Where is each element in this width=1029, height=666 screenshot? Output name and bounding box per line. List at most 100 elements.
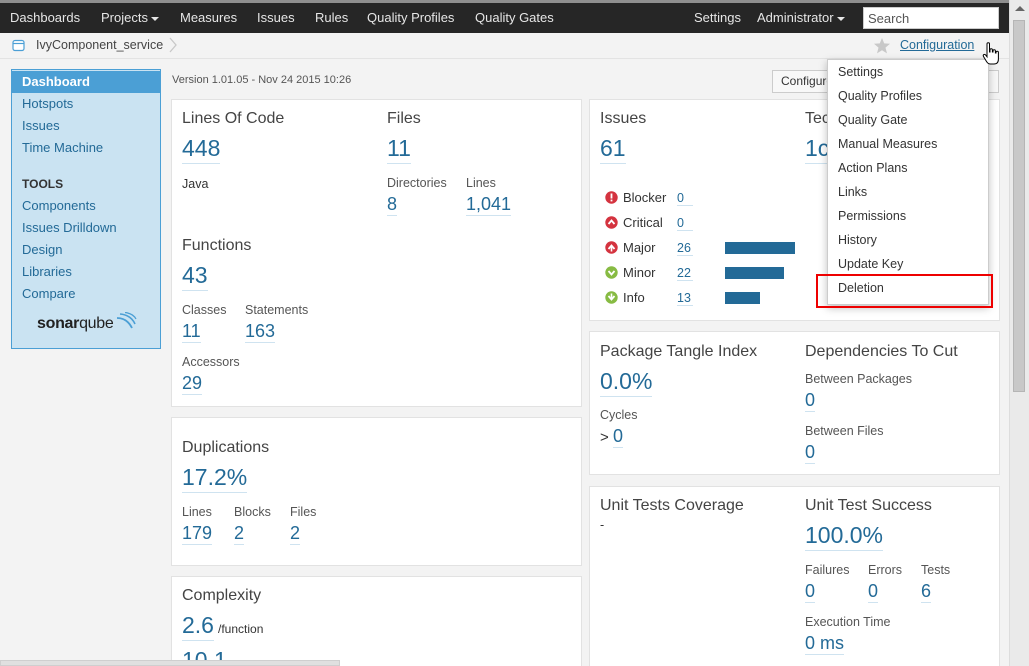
- star-icon[interactable]: [873, 37, 891, 55]
- menu-item-history[interactable]: History: [838, 233, 877, 247]
- sidebar-item-libraries[interactable]: Libraries: [22, 264, 72, 279]
- files-value[interactable]: 11: [387, 135, 411, 164]
- duplications-value[interactable]: 17.2%: [182, 464, 248, 493]
- coverage-value: -: [600, 518, 605, 532]
- menu-item-deletion[interactable]: Deletion: [838, 281, 884, 295]
- lines-label: Lines: [466, 176, 496, 190]
- cycles-prefix: >: [600, 429, 609, 446]
- issues-value[interactable]: 61: [600, 135, 626, 164]
- failures-value[interactable]: 0: [805, 581, 816, 603]
- logo-text-bold: sonar: [37, 315, 80, 332]
- test-success-value[interactable]: 100.0%: [805, 522, 884, 551]
- critical-icon: [605, 216, 618, 229]
- sidebar-item-design[interactable]: Design: [22, 242, 63, 257]
- between-packages-value[interactable]: 0: [805, 390, 816, 412]
- between-packages-label: Between Packages: [805, 372, 913, 386]
- sidebar-item-issues[interactable]: Issues: [22, 118, 60, 133]
- menu-item-permissions[interactable]: Permissions: [838, 209, 907, 223]
- exec-time-value[interactable]: 0 ms: [805, 633, 845, 655]
- nav-user-label: Administrator: [757, 10, 834, 25]
- menu-item-settings[interactable]: Settings: [838, 65, 884, 79]
- nav-dashboards[interactable]: Dashboards: [10, 10, 81, 25]
- between-files-value[interactable]: 0: [805, 442, 816, 464]
- nav-settings[interactable]: Settings: [694, 10, 741, 25]
- dup-blocks-label: Blocks: [234, 505, 271, 519]
- severity-count[interactable]: 26: [677, 241, 693, 256]
- accessors-value[interactable]: 29: [182, 373, 203, 395]
- tests-label: Tests: [921, 563, 951, 577]
- technical-debt-value[interactable]: 1c: [805, 135, 830, 164]
- menu-item-manual-measures[interactable]: Manual Measures: [838, 137, 938, 151]
- tangle-title: Package Tangle Index: [600, 343, 758, 360]
- nav-issues[interactable]: Issues: [257, 10, 295, 25]
- nav-user-menu[interactable]: Administrator: [757, 3, 845, 33]
- complexity-unit: /function: [218, 622, 264, 636]
- menu-item-action-plans[interactable]: Action Plans: [838, 161, 908, 175]
- nav-projects[interactable]: Projects: [101, 3, 159, 33]
- tangle-value[interactable]: 0.0%: [600, 368, 653, 397]
- lines-value[interactable]: 1,041: [466, 194, 512, 216]
- dup-files-value[interactable]: 2: [290, 523, 301, 545]
- statements-value[interactable]: 163: [245, 321, 276, 343]
- severity-label: Minor: [623, 265, 656, 280]
- chevron-down-icon: [836, 16, 845, 21]
- complexity-widget: Complexity 2.6 /function 10.1: [171, 576, 582, 666]
- dup-files-label: Files: [290, 505, 317, 519]
- complexity-title: Complexity: [182, 587, 262, 604]
- menu-item-quality-gate[interactable]: Quality Gate: [838, 113, 908, 127]
- severity-bar: [725, 267, 784, 279]
- sidebar-item-components[interactable]: Components: [22, 198, 96, 213]
- cycles-value[interactable]: 0: [613, 426, 624, 448]
- test-success-title: Unit Test Success: [805, 497, 932, 514]
- dup-lines-value[interactable]: 179: [182, 523, 213, 545]
- issues-title: Issues: [600, 110, 647, 127]
- loc-title: Lines Of Code: [182, 110, 285, 127]
- sidebar-item-compare[interactable]: Compare: [22, 286, 76, 301]
- menu-item-quality-profiles[interactable]: Quality Profiles: [838, 89, 923, 103]
- nav-measures[interactable]: Measures: [180, 10, 238, 25]
- configuration-dropdown-menu: Settings Quality Profiles Quality Gate M…: [827, 59, 989, 305]
- project-icon: [12, 39, 25, 52]
- severity-label: Critical: [623, 215, 663, 230]
- severity-label: Info: [623, 290, 645, 305]
- sidebar-item-time-machine[interactable]: Time Machine: [22, 140, 104, 155]
- version-info: Version 1.01.05 - Nov 24 2015 10:26: [172, 74, 352, 86]
- dup-lines-label: Lines: [182, 505, 212, 519]
- configure-widgets-button[interactable]: Configure: [772, 70, 832, 93]
- loc-value[interactable]: 448: [182, 135, 221, 164]
- top-nav-bar: Dashboards Projects Measures Issues Rule…: [0, 0, 1009, 33]
- vertical-scrollbar[interactable]: [1009, 0, 1029, 666]
- menu-item-update-key[interactable]: Update Key: [838, 257, 904, 271]
- files-title: Files: [387, 110, 421, 127]
- menu-item-links[interactable]: Links: [838, 185, 868, 199]
- minor-icon: [605, 266, 618, 279]
- nav-rules[interactable]: Rules: [315, 10, 349, 25]
- sidebar-item-hotspots[interactable]: Hotspots: [22, 96, 74, 111]
- sidebar-item-dashboard[interactable]: Dashboard: [12, 71, 160, 93]
- dup-blocks-value[interactable]: 2: [234, 523, 245, 545]
- sidebar-item-issues-drilldown[interactable]: Issues Drilldown: [22, 220, 117, 235]
- scrollbar-thumb[interactable]: [1013, 20, 1025, 392]
- scroll-up-arrow-icon[interactable]: [1015, 6, 1025, 11]
- severity-count[interactable]: 0: [677, 191, 693, 206]
- accessors-label: Accessors: [182, 355, 240, 369]
- errors-value[interactable]: 0: [868, 581, 879, 603]
- classes-value[interactable]: 11: [182, 321, 201, 343]
- functions-value[interactable]: 43: [182, 262, 208, 291]
- tests-value[interactable]: 6: [921, 581, 932, 603]
- horizontal-scrollbar[interactable]: [0, 660, 340, 666]
- dependencies-title: Dependencies To Cut: [805, 343, 958, 360]
- nav-quality-gates[interactable]: Quality Gates: [475, 10, 554, 25]
- severity-count[interactable]: 0: [677, 216, 693, 231]
- directories-value[interactable]: 8: [387, 194, 398, 216]
- complexity-value[interactable]: 2.6: [182, 612, 214, 641]
- info-icon: [605, 291, 618, 304]
- search-input[interactable]: [863, 7, 999, 29]
- breadcrumb-project[interactable]: IvyComponent_service: [36, 38, 164, 52]
- configuration-link[interactable]: Configuration: [900, 38, 975, 52]
- severity-count[interactable]: 22: [677, 266, 693, 281]
- chevron-down-icon: [150, 16, 159, 21]
- severity-count[interactable]: 13: [677, 291, 693, 306]
- severity-label: Major: [623, 240, 656, 255]
- nav-quality-profiles[interactable]: Quality Profiles: [367, 10, 455, 25]
